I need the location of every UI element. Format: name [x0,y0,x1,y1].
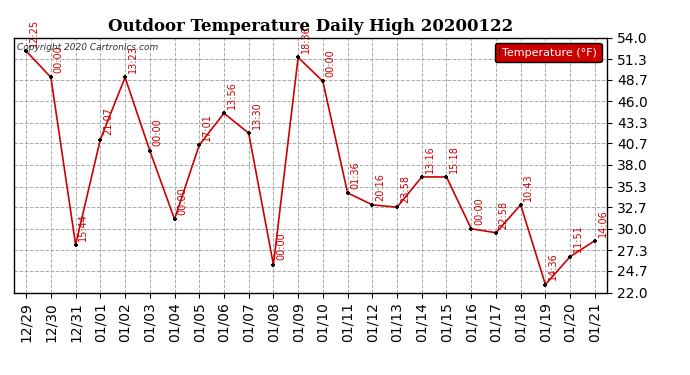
Text: 21:07: 21:07 [103,107,113,135]
Text: 10:43: 10:43 [524,173,533,201]
Text: 13:30: 13:30 [251,101,262,129]
Point [416,174,427,180]
Text: 22:58: 22:58 [499,201,509,229]
Point [342,190,353,196]
Point [367,202,378,208]
Point [46,74,57,80]
Point [293,54,304,60]
Point [219,110,230,116]
Point [317,78,328,84]
Text: 11:51: 11:51 [573,225,583,252]
Point [243,130,254,136]
Text: 00:00: 00:00 [326,50,335,77]
Point [169,216,180,222]
Point [144,148,155,154]
Text: 13:56: 13:56 [227,81,237,109]
Point [21,48,32,54]
Point [119,74,130,80]
Text: 20:16: 20:16 [375,173,385,201]
Text: 15:44: 15:44 [79,213,88,240]
Text: Copyright 2020 Cartronics.com: Copyright 2020 Cartronics.com [17,43,158,52]
Text: 00:00: 00:00 [276,233,286,261]
Text: 12:25: 12:25 [29,19,39,47]
Text: 17:01: 17:01 [202,113,212,141]
Text: 00:00: 00:00 [177,187,187,215]
Point [466,226,477,232]
Point [540,282,551,288]
Text: 23:58: 23:58 [400,175,410,203]
Text: 13:16: 13:16 [424,145,435,173]
Point [268,262,279,268]
Point [441,174,452,180]
Point [391,204,402,210]
Text: 00:00: 00:00 [54,45,63,73]
Text: 01:36: 01:36 [351,161,360,189]
Text: 14:36: 14:36 [548,253,558,280]
Text: 14:06: 14:06 [598,209,608,237]
Text: 18:36: 18:36 [301,26,311,53]
Point [194,142,205,148]
Point [564,254,575,260]
Text: 13:23: 13:23 [128,45,138,73]
Text: 00:00: 00:00 [474,197,484,225]
Title: Outdoor Temperature Daily High 20200122: Outdoor Temperature Daily High 20200122 [108,18,513,34]
Text: 00:00: 00:00 [152,119,163,147]
Point [95,136,106,142]
Point [491,230,502,236]
Text: 15:18: 15:18 [449,145,460,173]
Point [589,238,600,244]
Point [70,242,81,248]
Point [515,202,526,208]
Legend: Temperature (°F): Temperature (°F) [495,43,602,62]
